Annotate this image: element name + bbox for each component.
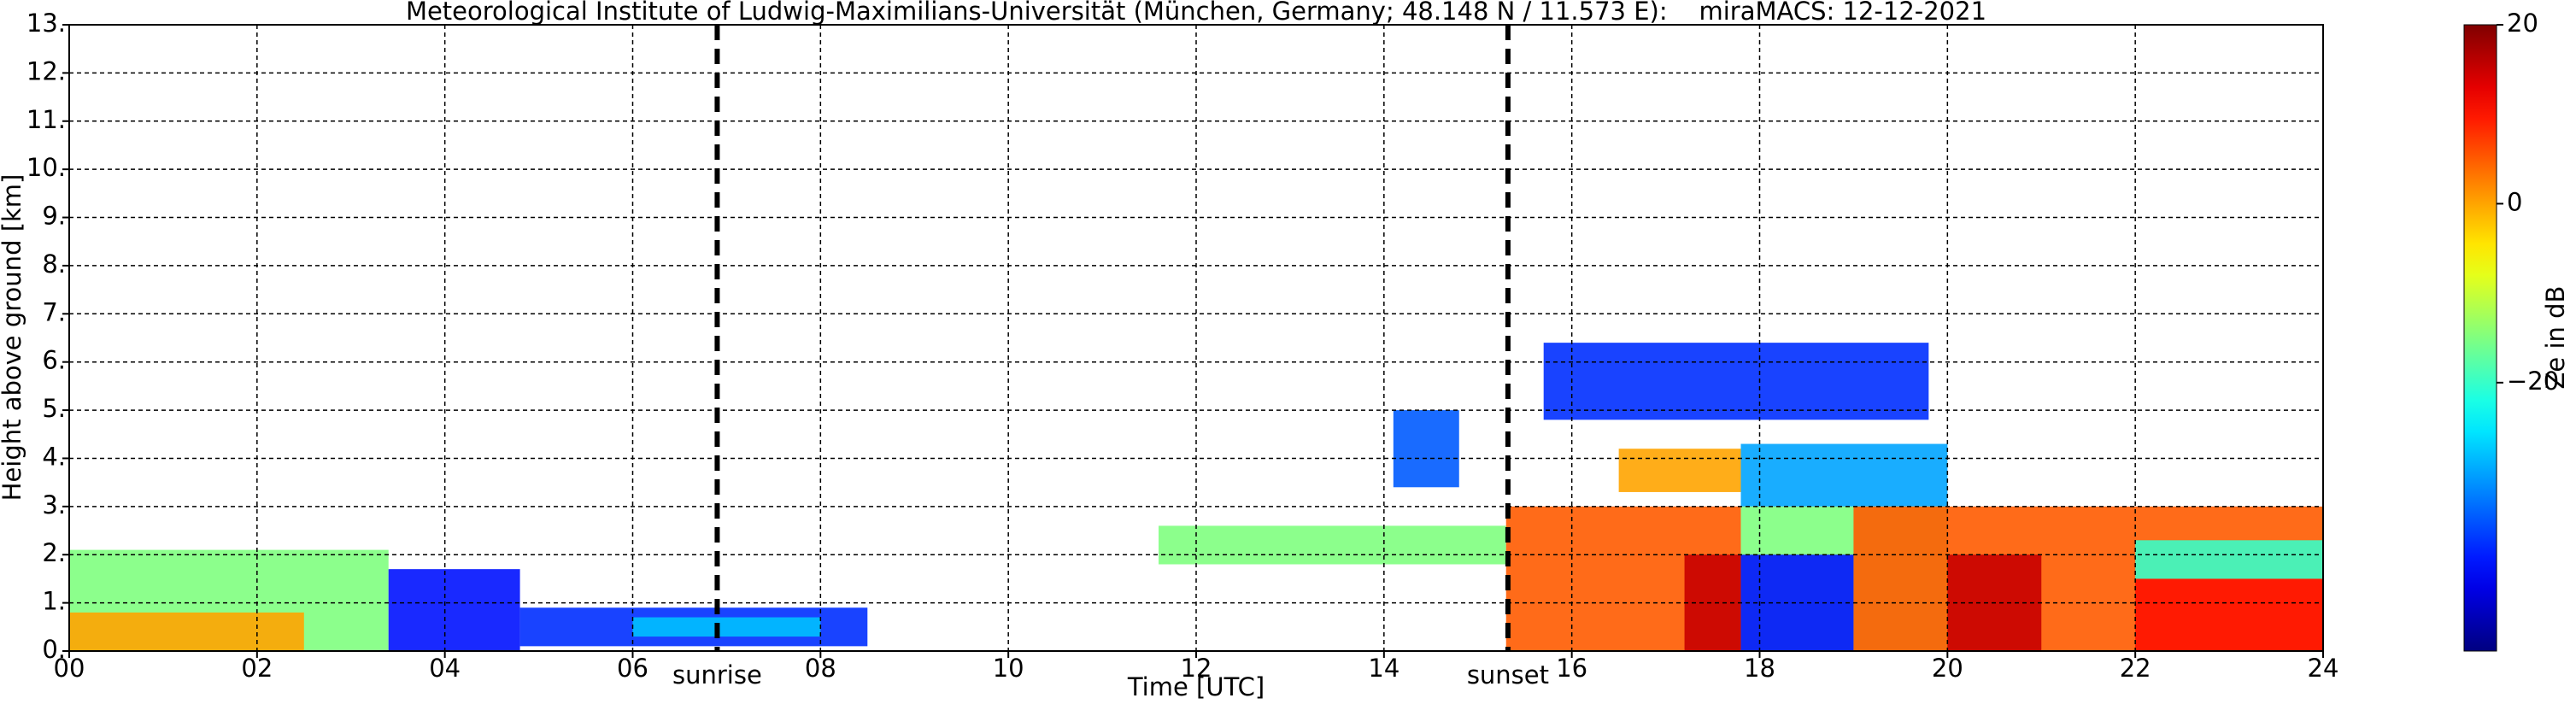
colorbar-tick-label: 0 xyxy=(2507,187,2522,216)
echo-region xyxy=(1543,343,1929,420)
y-tick-label: 9. xyxy=(42,202,66,231)
y-tick-label: 5. xyxy=(42,394,66,423)
x-tick-label: 14 xyxy=(1368,654,1399,683)
x-tick-label: 18 xyxy=(1744,654,1775,683)
x-tick-label: 20 xyxy=(1932,654,1963,683)
x-tick-label: 08 xyxy=(805,654,836,683)
plot-frame xyxy=(68,24,2324,652)
y-axis-label: Height above ground [km] xyxy=(0,174,26,502)
y-tick-label: 8. xyxy=(42,249,66,279)
echo-region xyxy=(69,612,304,651)
x-tick-label: 24 xyxy=(2308,654,2339,683)
x-axis-label: Time [UTC] xyxy=(1127,672,1265,701)
event-label: sunset xyxy=(1467,660,1549,689)
x-tick-label: 04 xyxy=(429,654,461,683)
y-tick-label: 2. xyxy=(42,538,66,567)
echo-region xyxy=(388,569,520,651)
x-tick-label: 12 xyxy=(1181,654,1212,683)
echo-region xyxy=(1740,554,1854,651)
colorbar-tick-label: −20 xyxy=(2507,367,2559,396)
y-tick-label: 3. xyxy=(42,490,66,519)
y-tick-label: 10. xyxy=(26,153,66,182)
x-tick-label: 06 xyxy=(617,654,648,683)
x-tick-label: 10 xyxy=(993,654,1024,683)
y-tick-label: 4. xyxy=(42,442,66,471)
echo-region xyxy=(1740,443,1948,507)
x-tick-label: 02 xyxy=(241,654,273,683)
event-label: sunrise xyxy=(672,660,762,689)
echo-region xyxy=(1393,410,1459,488)
y-tick-label: 13. xyxy=(26,9,66,38)
chart-title: Meteorological Institute of Ludwig-Maxim… xyxy=(406,0,1986,26)
x-tick-label: 00 xyxy=(54,654,85,683)
colorbar-tick-label: 20 xyxy=(2507,9,2538,38)
y-tick-label: 11. xyxy=(26,105,66,134)
echo-region xyxy=(1618,449,1741,492)
echo-region xyxy=(632,617,821,637)
y-tick-label: 1. xyxy=(42,587,66,616)
y-tick-label: 7. xyxy=(42,297,66,326)
echo-region xyxy=(2135,578,2323,651)
echo-region xyxy=(1159,525,1506,565)
x-tick-label: 22 xyxy=(2120,654,2151,683)
echo-region xyxy=(2135,540,2323,579)
colorbar xyxy=(2463,24,2497,652)
colorbar-label: Ze in dB xyxy=(2541,286,2570,390)
y-tick-label: 12. xyxy=(26,56,66,85)
x-tick-label: 16 xyxy=(1556,654,1587,683)
y-tick-label: 6. xyxy=(42,346,66,375)
y-tick-label: 0. xyxy=(42,635,66,664)
